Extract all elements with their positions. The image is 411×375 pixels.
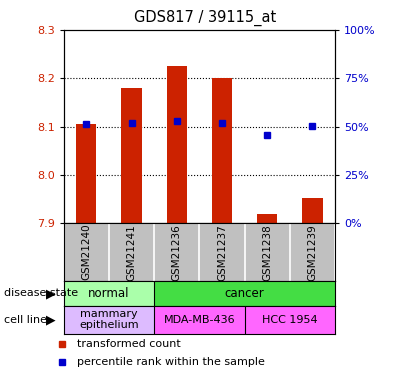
Bar bbox=[121, 88, 142, 223]
Text: ▶: ▶ bbox=[46, 287, 55, 300]
Text: GSM21241: GSM21241 bbox=[127, 224, 136, 280]
Text: MDA-MB-436: MDA-MB-436 bbox=[164, 315, 235, 325]
Bar bbox=[212, 78, 232, 223]
Text: mammary
epithelium: mammary epithelium bbox=[79, 309, 139, 330]
Bar bbox=[64, 281, 154, 306]
Bar bbox=[166, 66, 187, 223]
Bar bbox=[245, 306, 335, 334]
Text: GSM21236: GSM21236 bbox=[172, 224, 182, 280]
Text: GDS817 / 39115_at: GDS817 / 39115_at bbox=[134, 9, 277, 26]
Text: transformed count: transformed count bbox=[77, 339, 181, 349]
Text: HCC 1954: HCC 1954 bbox=[262, 315, 318, 325]
Bar bbox=[154, 306, 245, 334]
Text: cancer: cancer bbox=[225, 287, 264, 300]
Bar bbox=[76, 124, 97, 223]
Text: disease state: disease state bbox=[4, 288, 78, 298]
Text: GSM21239: GSM21239 bbox=[307, 224, 317, 280]
Bar bbox=[302, 198, 323, 223]
Text: normal: normal bbox=[88, 287, 129, 300]
Text: cell line: cell line bbox=[4, 315, 47, 325]
Text: percentile rank within the sample: percentile rank within the sample bbox=[77, 357, 265, 366]
Text: GSM21240: GSM21240 bbox=[81, 224, 91, 280]
Bar bbox=[64, 306, 154, 334]
Text: GSM21238: GSM21238 bbox=[262, 224, 272, 280]
Text: GSM21237: GSM21237 bbox=[217, 224, 227, 280]
Bar bbox=[257, 214, 277, 223]
Bar bbox=[154, 281, 335, 306]
Text: ▶: ▶ bbox=[46, 313, 55, 326]
